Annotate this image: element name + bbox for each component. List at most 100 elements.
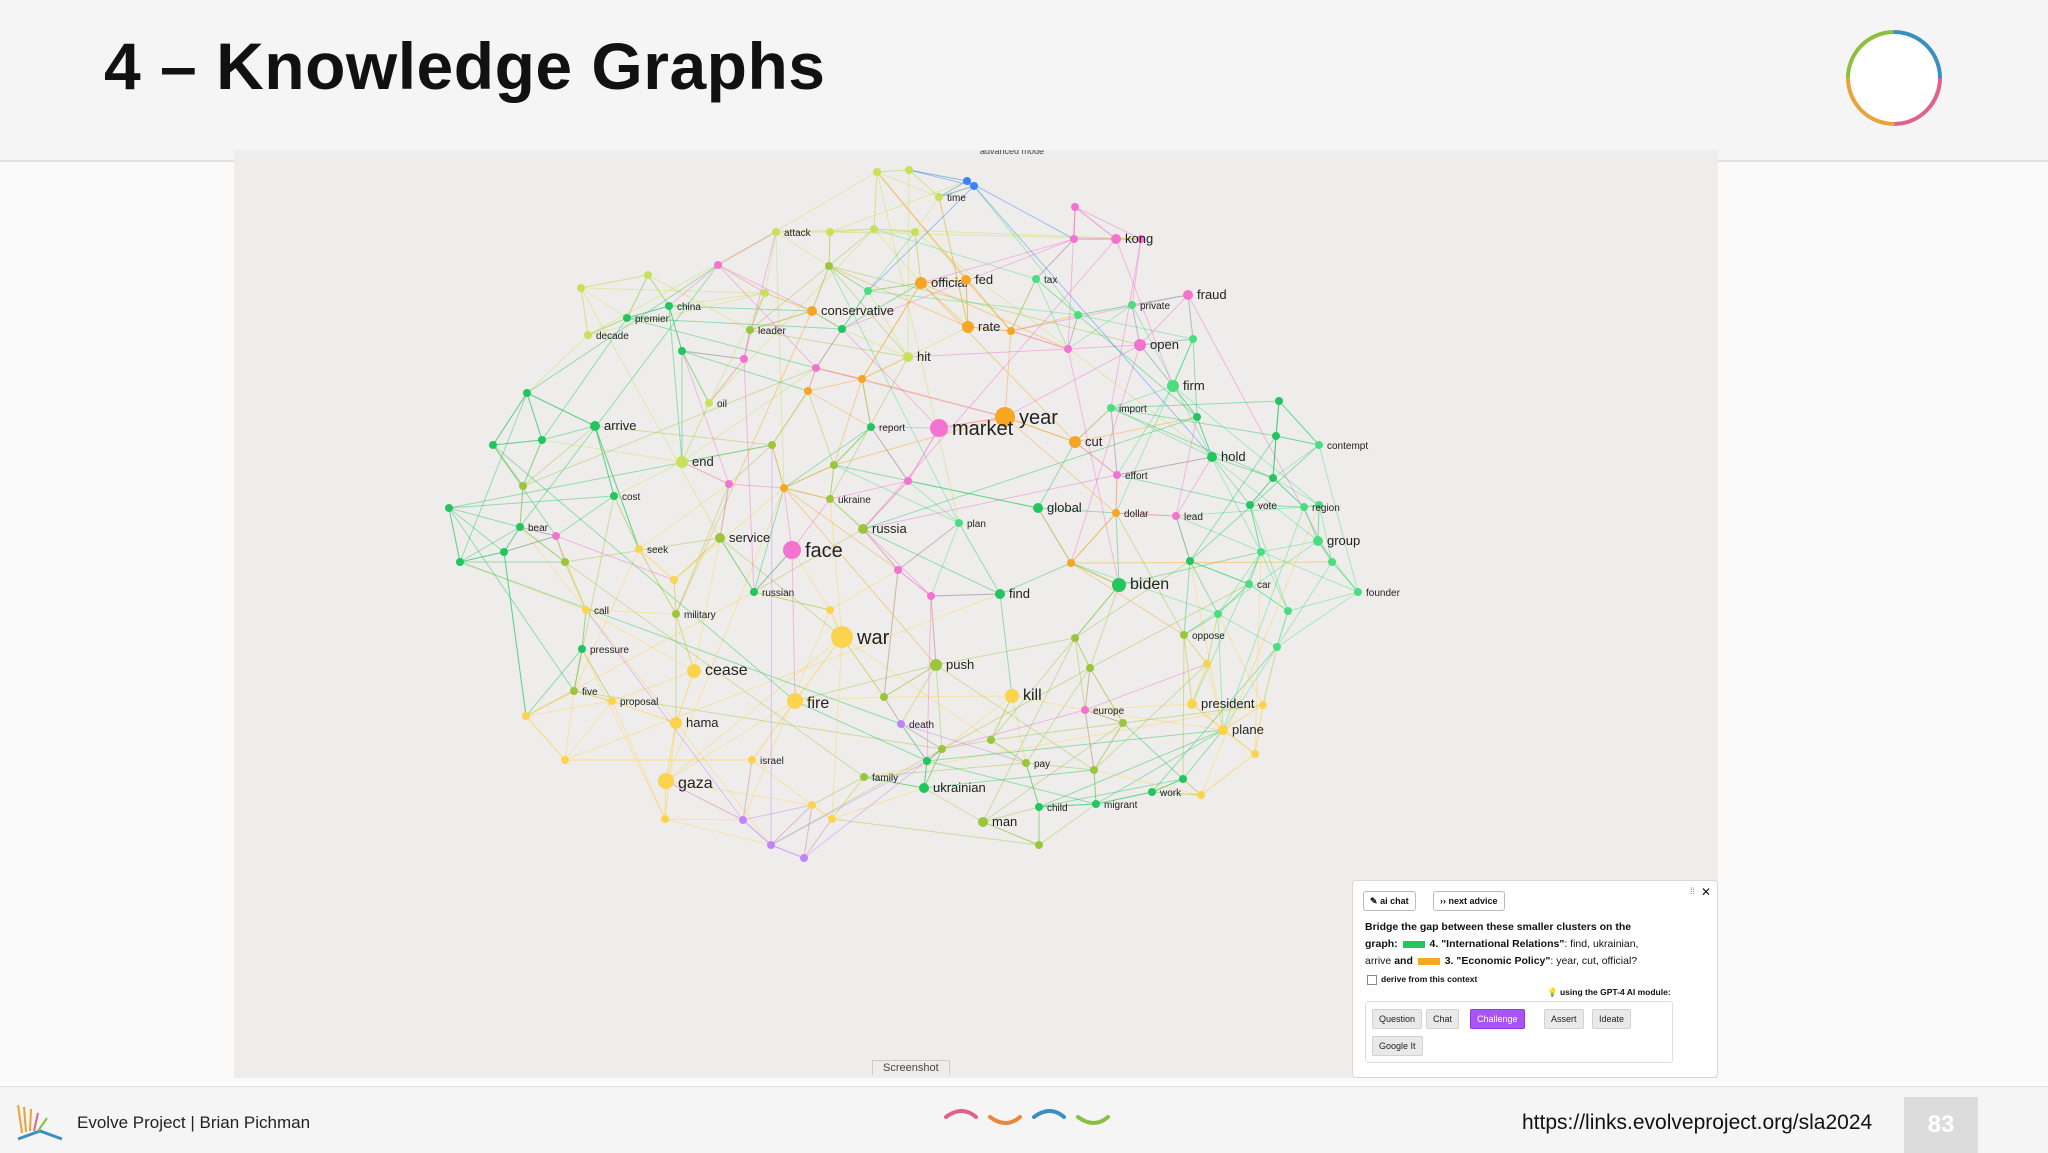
graph-node-face[interactable]: [783, 541, 801, 559]
graph-node-dot[interactable]: [938, 745, 946, 753]
graph-node-fed[interactable]: [961, 275, 971, 285]
graph-node-dot[interactable]: [761, 289, 769, 297]
graph-node-dot[interactable]: [561, 756, 569, 764]
graph-node-dot[interactable]: [500, 548, 508, 556]
graph-node-hama[interactable]: [670, 717, 682, 729]
graph-node-dot[interactable]: [1090, 766, 1098, 774]
graph-node-dollar[interactable]: [1112, 509, 1120, 517]
graph-node-hold[interactable]: [1207, 452, 1217, 462]
graph-node-work[interactable]: [1148, 788, 1156, 796]
graph-node-dot[interactable]: [1203, 660, 1211, 668]
graph-node-dot[interactable]: [1251, 750, 1259, 758]
graph-node-premier[interactable]: [623, 314, 631, 322]
ai-chat-tab[interactable]: ✎ ai chat: [1363, 891, 1416, 911]
graph-node-dot[interactable]: [800, 854, 808, 862]
graph-node-leader[interactable]: [746, 326, 754, 334]
graph-node-dot[interactable]: [1007, 327, 1015, 335]
graph-node-man[interactable]: [978, 817, 988, 827]
graph-node-dot[interactable]: [552, 532, 560, 540]
graph-node-dot[interactable]: [538, 436, 546, 444]
graph-node-dot[interactable]: [1074, 311, 1082, 319]
graph-node-founder[interactable]: [1354, 588, 1362, 596]
graph-node-ukraine[interactable]: [826, 495, 834, 503]
graph-node-dot[interactable]: [1186, 557, 1194, 565]
graph-node-attack[interactable]: [772, 228, 780, 236]
graph-node-dot[interactable]: [768, 441, 776, 449]
graph-node-dot[interactable]: [825, 262, 833, 270]
graph-node-fire[interactable]: [787, 693, 803, 709]
graph-node-dot[interactable]: [904, 477, 912, 485]
next-advice-tab[interactable]: ›› next advice: [1433, 891, 1505, 911]
graph-node-proposal[interactable]: [608, 697, 616, 705]
graph-node-arrive[interactable]: [590, 421, 600, 431]
graph-node-dot[interactable]: [714, 261, 722, 269]
graph-node-dot[interactable]: [911, 228, 919, 236]
graph-node-region[interactable]: [1300, 503, 1308, 511]
graph-node-dot[interactable]: [858, 375, 866, 383]
graph-node-dot[interactable]: [1284, 607, 1292, 615]
graph-node-find[interactable]: [995, 589, 1005, 599]
graph-node-oppose[interactable]: [1180, 631, 1188, 639]
graph-node-fraud[interactable]: [1183, 290, 1193, 300]
graph-node-ukrainian[interactable]: [919, 783, 929, 793]
graph-node-dot[interactable]: [894, 566, 902, 574]
graph-node-dot[interactable]: [1119, 719, 1127, 727]
graph-node-dot[interactable]: [1197, 791, 1205, 799]
google-it-button[interactable]: Google It: [1372, 1036, 1423, 1056]
graph-node-dot[interactable]: [838, 325, 846, 333]
chat-button[interactable]: Chat: [1426, 1009, 1460, 1029]
graph-node-dot[interactable]: [873, 168, 881, 176]
graph-node-dot[interactable]: [870, 225, 878, 233]
graph-node-dot[interactable]: [804, 387, 812, 395]
graph-node-dot[interactable]: [1137, 235, 1145, 243]
graph-node-pay[interactable]: [1022, 759, 1030, 767]
graph-node-russian[interactable]: [750, 588, 758, 596]
graph-node-dot[interactable]: [740, 355, 748, 363]
graph-node-dot[interactable]: [1071, 203, 1079, 211]
graph-node-cease[interactable]: [687, 664, 701, 678]
graph-node-open[interactable]: [1134, 339, 1146, 351]
graph-node-pressure[interactable]: [578, 645, 586, 653]
graph-node-private[interactable]: [1128, 301, 1136, 309]
graph-node-dot[interactable]: [923, 757, 931, 765]
graph-node-death[interactable]: [897, 720, 905, 728]
graph-node-service[interactable]: [715, 533, 725, 543]
graph-node-israel[interactable]: [748, 756, 756, 764]
assert-button[interactable]: Assert: [1544, 1009, 1584, 1029]
graph-node-cut[interactable]: [1069, 436, 1081, 448]
graph-node-war[interactable]: [831, 626, 853, 648]
graph-node-dot[interactable]: [1071, 634, 1079, 642]
graph-node-dot[interactable]: [1272, 432, 1280, 440]
graph-node-dot[interactable]: [812, 364, 820, 372]
graph-node-official[interactable]: [915, 277, 927, 289]
graph-node-president[interactable]: [1187, 699, 1197, 709]
graph-node-europe[interactable]: [1081, 706, 1089, 714]
graph-node-dot[interactable]: [1214, 610, 1222, 618]
graph-node-dot[interactable]: [523, 389, 531, 397]
graph-node-dot[interactable]: [678, 347, 686, 355]
drag-handle-icon[interactable]: ⁞⁞: [1689, 886, 1695, 896]
graph-node-family[interactable]: [860, 773, 868, 781]
graph-node-dot[interactable]: [987, 736, 995, 744]
graph-node-contempt[interactable]: [1315, 441, 1323, 449]
graph-node-dot[interactable]: [880, 693, 888, 701]
footer-url[interactable]: https://links.evolveproject.org/sla2024: [1522, 1111, 1873, 1134]
graph-node-seek[interactable]: [635, 545, 643, 553]
graph-node-market[interactable]: [930, 419, 948, 437]
graph-node-dot[interactable]: [1035, 841, 1043, 849]
advanced-mode-label[interactable]: advanced mode: [980, 150, 1044, 156]
graph-node-hit[interactable]: [903, 352, 913, 362]
graph-node-dot[interactable]: [780, 484, 788, 492]
graph-node-migrant[interactable]: [1092, 800, 1100, 808]
graph-node-kill[interactable]: [1005, 689, 1019, 703]
graph-node-dot[interactable]: [830, 461, 838, 469]
graph-node-child[interactable]: [1035, 803, 1043, 811]
graph-node-conservative[interactable]: [807, 306, 817, 316]
close-icon[interactable]: ✕: [1700, 885, 1711, 899]
graph-node-push[interactable]: [930, 659, 942, 671]
graph-node-lead[interactable]: [1172, 512, 1180, 520]
graph-node-end[interactable]: [676, 456, 688, 468]
graph-node-dot[interactable]: [1275, 397, 1283, 405]
graph-node-dot[interactable]: [963, 177, 971, 185]
question-button[interactable]: Question: [1372, 1009, 1423, 1029]
